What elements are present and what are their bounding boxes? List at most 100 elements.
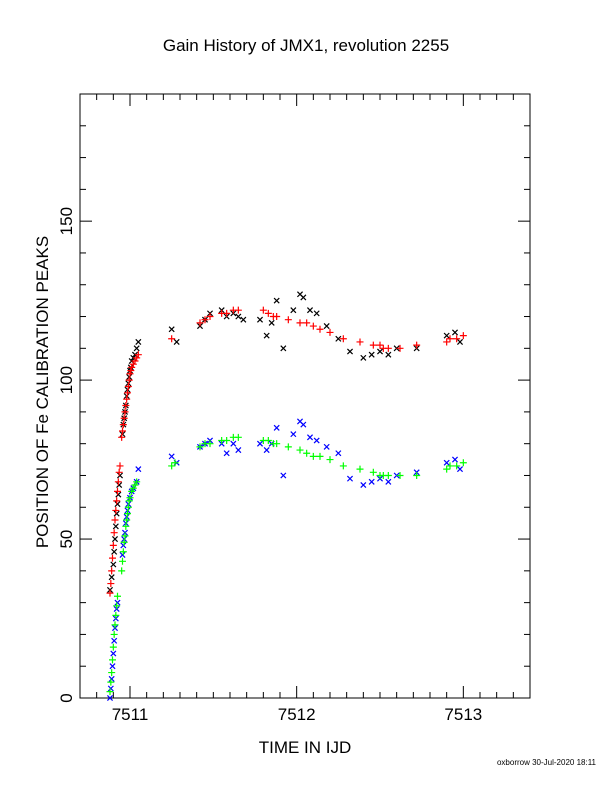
data-point: [459, 459, 467, 467]
data-point: [323, 443, 330, 450]
data-point: [360, 481, 367, 489]
data-point: [303, 449, 311, 457]
data-point: [368, 478, 375, 485]
data-point: [113, 602, 121, 610]
data-point: [385, 351, 392, 358]
x-axis-title: TIME IN IJD: [258, 738, 352, 757]
data-point: [263, 332, 270, 339]
data-point: [309, 322, 317, 330]
data-point: [384, 344, 392, 352]
data-point: [368, 351, 375, 358]
data-point: [443, 459, 450, 466]
data-point: [234, 433, 242, 441]
data-point: [112, 523, 119, 530]
plot-frame: [79, 93, 531, 699]
data-point: [280, 472, 287, 479]
data-point: [116, 462, 124, 470]
data-point: [128, 363, 136, 371]
data-point: [453, 462, 461, 470]
data-point: [339, 462, 347, 470]
data-point: [124, 382, 132, 390]
data-point: [456, 466, 464, 473]
data-point: [111, 621, 119, 629]
data-point: [171, 459, 179, 467]
data-point: [115, 491, 122, 498]
data-point: [451, 456, 459, 463]
data-point: [108, 675, 115, 682]
data-point: [306, 434, 314, 441]
data-point: [111, 548, 118, 555]
data-point: [309, 452, 317, 460]
data-point: [339, 335, 347, 343]
data-point: [168, 326, 175, 333]
data-point: [443, 332, 450, 339]
data-point: [118, 433, 126, 441]
data-point: [126, 370, 134, 378]
data-point: [109, 663, 116, 670]
data-point: [446, 462, 454, 470]
data-point: [120, 542, 127, 549]
data-point: [133, 354, 141, 362]
data-point: [119, 427, 126, 435]
data-point: [280, 345, 287, 352]
data-point: [119, 557, 126, 565]
data-point: [108, 669, 116, 677]
data-point: [313, 437, 320, 444]
data-point: [263, 447, 270, 454]
data-point: [268, 319, 275, 326]
data-point: [114, 478, 122, 486]
footer-stamp: oxborrow 30-Jul-2020 18:11: [496, 758, 596, 767]
data-point: [109, 541, 117, 549]
data-point: [118, 567, 126, 575]
y-axis-title-text: POSITION OF Fe CALIBRATION PEAKS: [33, 235, 52, 549]
data-point: [259, 306, 267, 314]
data-point: [125, 497, 133, 505]
data-point: [313, 310, 320, 317]
data-point: [116, 481, 123, 489]
data-point: [413, 341, 421, 349]
chart-title: Gain History of JMX1, revolution 2255: [162, 36, 450, 55]
data-point: [129, 484, 137, 492]
data-point: [107, 678, 115, 686]
x-tick-label: 7512: [278, 705, 316, 724]
data-point: [369, 341, 377, 349]
data-point: [110, 529, 118, 537]
data-point: [206, 440, 214, 448]
data-point: [223, 450, 230, 457]
y-tick-label: 100: [57, 366, 76, 394]
y-tick-label: 150: [57, 207, 76, 235]
data-point: [256, 316, 264, 323]
data-point: [114, 487, 121, 495]
data-point: [376, 341, 384, 349]
data-point: [133, 478, 141, 486]
data-point: [453, 335, 461, 343]
data-point: [300, 421, 307, 428]
data-point: [264, 437, 272, 445]
data-point: [296, 319, 304, 327]
data-point: [114, 592, 121, 600]
data-point: [360, 354, 367, 361]
data-point: [273, 440, 281, 448]
data-point: [296, 446, 304, 454]
data-point: [300, 294, 307, 301]
data-point: [356, 465, 364, 473]
data-point: [240, 316, 247, 323]
data-point: [369, 468, 377, 476]
data-point: [111, 536, 119, 543]
data-point: [114, 599, 121, 606]
data-point: [306, 307, 314, 314]
data-point: [396, 471, 404, 479]
data-point: [121, 532, 129, 540]
data-point: [119, 421, 127, 429]
data-point: [112, 506, 120, 514]
data-point: [273, 297, 280, 304]
data-point: [290, 431, 297, 438]
data-point: [108, 574, 115, 581]
data-point: [113, 510, 120, 517]
data-point: [235, 447, 242, 454]
data-point: [451, 329, 459, 336]
data-point: [284, 316, 292, 324]
data-point: [108, 567, 116, 575]
data-point: [131, 481, 139, 489]
